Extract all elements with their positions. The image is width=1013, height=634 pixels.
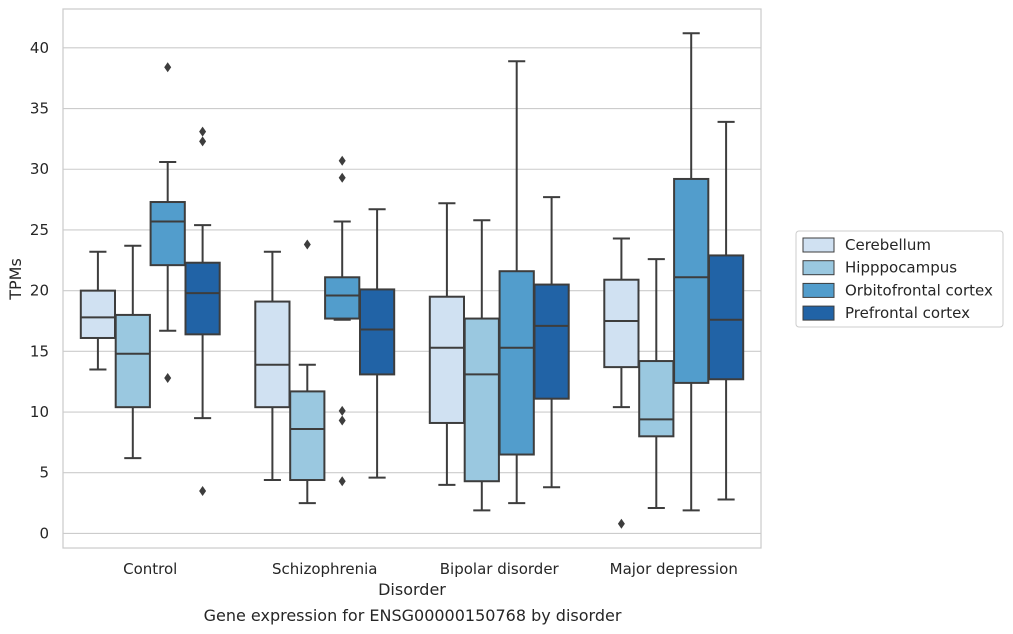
- x-tick-labels: Control Schizophrenia Bipolar disorder Majo…: [123, 560, 738, 578]
- legend-label: Orbitofrontal cortex: [845, 281, 993, 299]
- box-3-1: [358, 208, 396, 479]
- y-tick-label: 20: [30, 282, 49, 300]
- box-body: [673, 177, 710, 384]
- legend: Cerebellum Hipppocampus Orbitofrontal cort…: [795, 230, 1004, 328]
- legend-label: Cerebellum: [845, 236, 931, 254]
- figure-caption: Gene expression for ENSG00000150768 by d…: [203, 606, 622, 625]
- box-body: [638, 360, 675, 438]
- box-0-3: [603, 237, 640, 529]
- outlier-point: [199, 126, 207, 137]
- y-tick-label: 35: [30, 100, 49, 118]
- y-tick-label: 5: [39, 464, 49, 482]
- box-2-1: [324, 155, 361, 487]
- box-1-2: [463, 219, 500, 512]
- legend-frame: [795, 230, 1004, 328]
- box-body: [498, 270, 535, 456]
- x-axis-title: Disorder: [378, 580, 446, 599]
- outlier-point: [338, 155, 346, 166]
- outlier-point: [164, 62, 172, 73]
- y-tick-label: 30: [30, 160, 49, 178]
- outlier-point: [199, 136, 207, 147]
- plot-area: [79, 32, 745, 529]
- outlier-point: [338, 415, 346, 426]
- box-0-1: [254, 250, 291, 482]
- y-tick-labels: 0 5 10 15 20 25 30 35 40: [30, 39, 49, 543]
- box-2-2: [498, 60, 535, 505]
- legend-swatch: [802, 237, 835, 253]
- plot-frame: [62, 8, 762, 549]
- x-tick-label: Control: [123, 560, 177, 578]
- box-3-2: [533, 196, 570, 489]
- y-tick-label: 40: [30, 39, 49, 57]
- box-0-2: [428, 202, 466, 486]
- box-body: [463, 317, 500, 483]
- outlier-point: [199, 485, 207, 496]
- x-tick-label: Bipolar disorder: [440, 560, 560, 578]
- y-tick-label: 25: [30, 221, 49, 239]
- outlier-point: [338, 405, 346, 416]
- box-1-3: [638, 258, 675, 509]
- box-body: [184, 261, 221, 336]
- box-body: [324, 276, 361, 320]
- y-tick-label: 15: [30, 342, 49, 360]
- outlier-point: [338, 476, 346, 487]
- legend-label: Prefrontal cortex: [845, 304, 970, 322]
- y-tick-label: 0: [39, 524, 49, 542]
- box-3-3: [707, 120, 745, 501]
- box-1-1: [289, 239, 326, 505]
- box-body: [149, 201, 186, 267]
- box-body: [79, 289, 117, 339]
- box-body: [707, 254, 745, 381]
- box-2-0: [149, 62, 186, 384]
- box-body: [114, 313, 151, 409]
- x-tick-label: Major depression: [610, 560, 738, 578]
- box-body: [428, 295, 466, 424]
- y-tick-label: 10: [30, 403, 49, 421]
- outlier-point: [617, 518, 625, 529]
- box-body: [533, 283, 570, 400]
- outlier-point: [338, 172, 346, 183]
- x-tick-label: Schizophrenia: [272, 560, 377, 578]
- box-3-0: [184, 126, 221, 496]
- y-axis-title: TPMs: [6, 258, 25, 301]
- box-body: [289, 390, 326, 482]
- outlier-point: [303, 239, 311, 250]
- legend-swatch: [802, 282, 835, 298]
- legend-swatch: [802, 260, 835, 276]
- box-body: [254, 300, 291, 409]
- legend-label: Hipppocampus: [845, 259, 957, 277]
- legend-swatch: [802, 305, 835, 321]
- box-body: [603, 278, 640, 369]
- box-2-3: [673, 32, 710, 512]
- box-1-0: [114, 244, 151, 460]
- outlier-point: [164, 373, 172, 384]
- box-body: [358, 288, 396, 376]
